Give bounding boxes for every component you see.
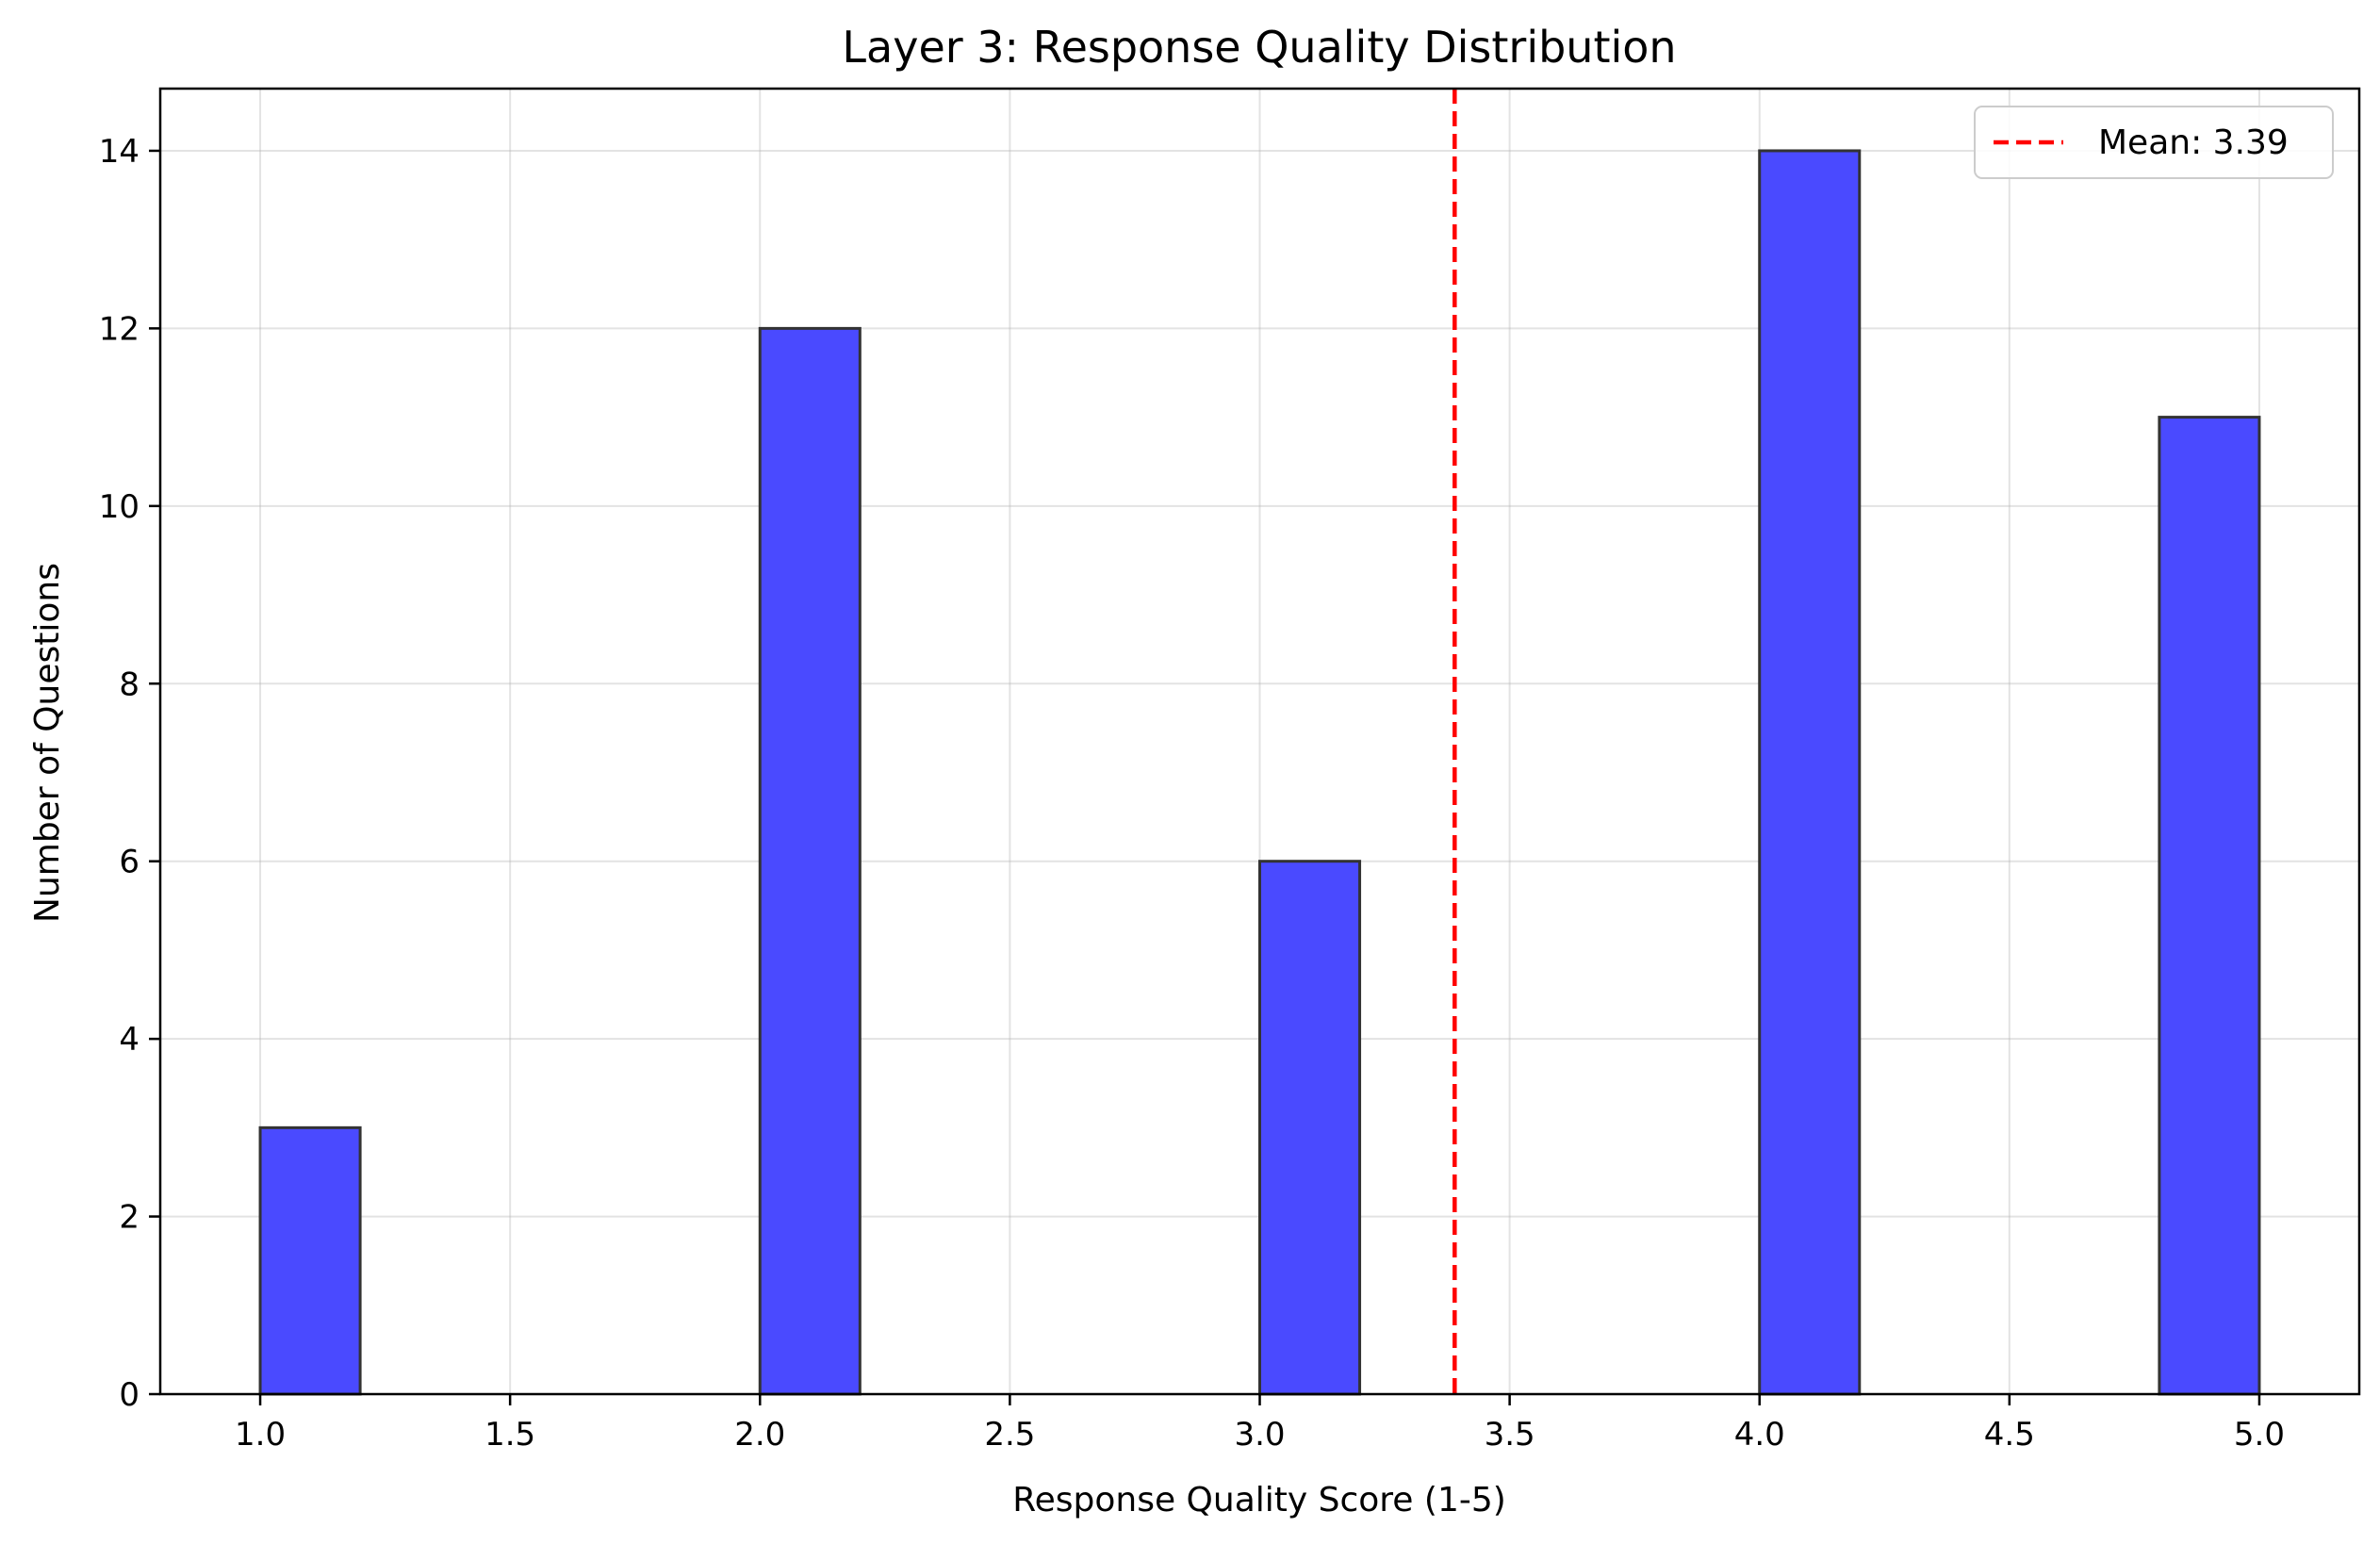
bar-4 bbox=[1758, 149, 1862, 1396]
y-tick-label: 4 bbox=[119, 1021, 140, 1059]
y-tick-label: 12 bbox=[99, 310, 140, 348]
x-axis-label: Response Quality Score (1-5) bbox=[1012, 1481, 1506, 1519]
bar-1 bbox=[258, 1125, 362, 1396]
y-tick-label: 2 bbox=[119, 1199, 140, 1237]
legend: Mean: 3.39 bbox=[1974, 106, 2334, 179]
bar-2 bbox=[758, 326, 862, 1396]
y-tick-label: 10 bbox=[99, 488, 140, 526]
y-axis-ticks: 0 2 4 6 8 10 12 14 bbox=[99, 133, 160, 1414]
bar-3 bbox=[1258, 860, 1362, 1396]
x-axis-ticks: 1.0 1.5 2.0 2.5 3.0 3.5 4.0 4.5 5.0 bbox=[235, 1394, 2285, 1454]
y-tick-label: 0 bbox=[119, 1376, 140, 1414]
plot-frame bbox=[158, 87, 2361, 1396]
legend-box bbox=[1974, 106, 2334, 179]
chart-title: Layer 3: Response Quality Distribution bbox=[842, 22, 1676, 73]
x-tick-label: 3.0 bbox=[1234, 1416, 1285, 1454]
x-tick-label: 2.5 bbox=[984, 1416, 1035, 1454]
y-tick-label: 14 bbox=[99, 133, 140, 171]
x-tick-label: 4.0 bbox=[1734, 1416, 1785, 1454]
legend-mean-label: Mean: 3.39 bbox=[2098, 123, 2289, 162]
bars bbox=[258, 149, 2261, 1396]
y-axis-label: Number of Questions bbox=[28, 563, 67, 923]
x-tick-label: 5.0 bbox=[2234, 1416, 2285, 1454]
x-tick-label: 1.5 bbox=[484, 1416, 535, 1454]
y-tick-label: 8 bbox=[119, 665, 140, 703]
bar-5 bbox=[2158, 416, 2261, 1396]
x-tick-label: 2.0 bbox=[734, 1416, 785, 1454]
x-tick-label: 4.5 bbox=[1984, 1416, 2035, 1454]
x-tick-label: 3.5 bbox=[1485, 1416, 1535, 1454]
x-tick-label: 1.0 bbox=[235, 1416, 286, 1454]
y-tick-label: 6 bbox=[119, 844, 140, 881]
